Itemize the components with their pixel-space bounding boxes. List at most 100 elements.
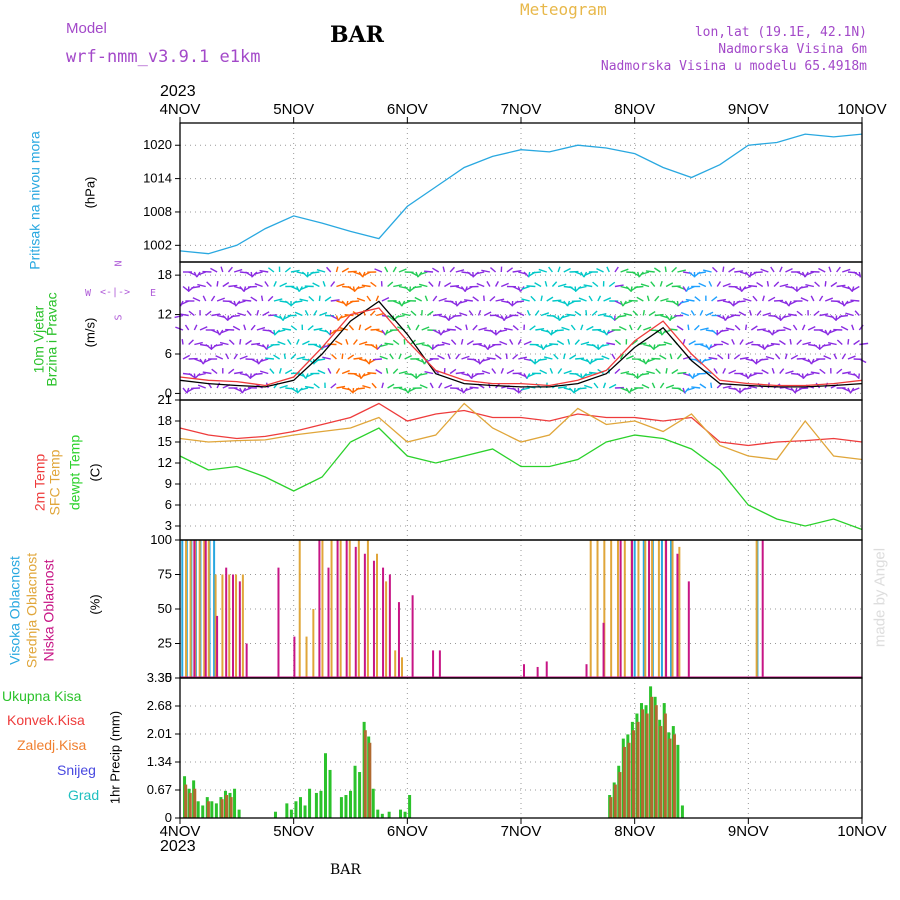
wind-arrow [523,271,530,278]
wind-arrow [790,387,796,394]
wind-arrow [375,369,383,375]
wind-arrow [421,358,426,365]
wind-arrow [282,327,292,331]
y-tick-label: 3 [165,518,172,533]
wind-arrow [669,315,673,322]
wind-arrow [475,271,485,275]
wind-arrow [799,387,809,390]
wind-arrow [239,355,248,360]
wind-arrow [663,341,672,346]
wind-arrow [532,271,542,274]
wind-arrow [333,329,343,332]
x-tick-label-bottom: 9NOV [728,823,769,840]
wind-arrow [567,338,571,345]
wind-arrow [226,315,230,321]
wind-arrow [260,295,264,302]
wind-arrow [676,300,679,307]
precip-total-bar [676,744,680,818]
wind-arrow [574,372,582,378]
wind-arrow [353,357,363,360]
wind-arrow [428,281,434,287]
wind-arrow [660,297,669,302]
wind-arrow [799,285,809,289]
wind-arrow [483,344,489,350]
wind-arrow [732,300,735,307]
wind-arrow [367,371,377,375]
wind-arrow [806,271,815,276]
precip-total-bar [358,772,362,818]
wind-arrow [429,382,434,389]
wind-arrow [356,285,366,290]
wind-arrow [392,368,399,374]
wind-arrow [802,341,811,346]
wind-arrow [823,355,832,360]
wind-arrow [384,266,389,273]
wind-arrow [534,310,540,316]
wind-arrow [486,357,496,360]
wind-arrow [688,373,694,379]
wind-arrow [174,314,184,319]
wind-arrow [381,382,385,389]
wind-arrow [395,314,405,318]
wind-arrow [324,329,331,336]
wind-arrow [702,358,712,362]
wind-arrow [854,310,860,316]
wind-arrow [631,339,638,346]
wind-arrow [845,312,854,317]
wind-arrow [256,326,266,331]
precip-total-bar [376,809,380,818]
precip-conv-bar [193,788,197,818]
wind-arrow [577,285,587,290]
wind-arrow [700,327,709,331]
pressure-line [179,133,863,255]
wind-arrow [857,373,861,379]
wind-arrow [665,384,675,389]
wind-arrow [813,343,820,350]
wind-arrow [364,358,370,365]
precip-total-bar [399,809,403,818]
wind-arrow [546,329,552,336]
wind-arrow [412,285,422,289]
wind-arrow [182,285,189,292]
wind-arrow [818,295,824,302]
wind-arrow [283,353,286,360]
wind-arrow [197,271,206,276]
wind-arrow [374,268,383,273]
wind-arrow [202,371,212,375]
wind-arrow [290,325,298,331]
wind-arrow [432,313,442,317]
wind-arrow [637,324,642,331]
wind-arrow [313,383,320,389]
wind-arrow [648,310,656,317]
wind-arrow [228,339,235,346]
wind-arrow [312,282,320,288]
wind-arrow [597,368,604,375]
y-tick-label: 25 [158,636,172,651]
y-tick-label: 18 [158,413,172,428]
wind-arrow [748,385,758,389]
wind-arrow [246,310,252,316]
wind-arrow [299,298,309,302]
wind-arrow [409,372,417,379]
wind-arrow [790,354,799,360]
wind-arrow [845,300,854,305]
wind-arrow [708,281,713,287]
wind-arrow [688,271,695,277]
wind-arrow [233,268,243,273]
wind-arrow [210,267,218,273]
y-tick-label: 21 [158,392,172,407]
wind-arrow [461,355,470,360]
wind-arrow [404,354,412,360]
wind-arrow [685,298,695,302]
y-tick-label: 1020 [143,137,172,152]
wind-arrow [787,313,797,317]
wind-arrow [574,310,582,317]
wind-arrow [617,314,627,318]
wind-arrow [521,285,530,290]
wind-arrow [728,267,736,273]
temp2m-line [179,402,863,447]
wind-arrow [853,271,861,277]
wind-arrow [561,326,570,331]
wind-arrow [214,343,223,347]
wind-arrow [264,281,269,287]
